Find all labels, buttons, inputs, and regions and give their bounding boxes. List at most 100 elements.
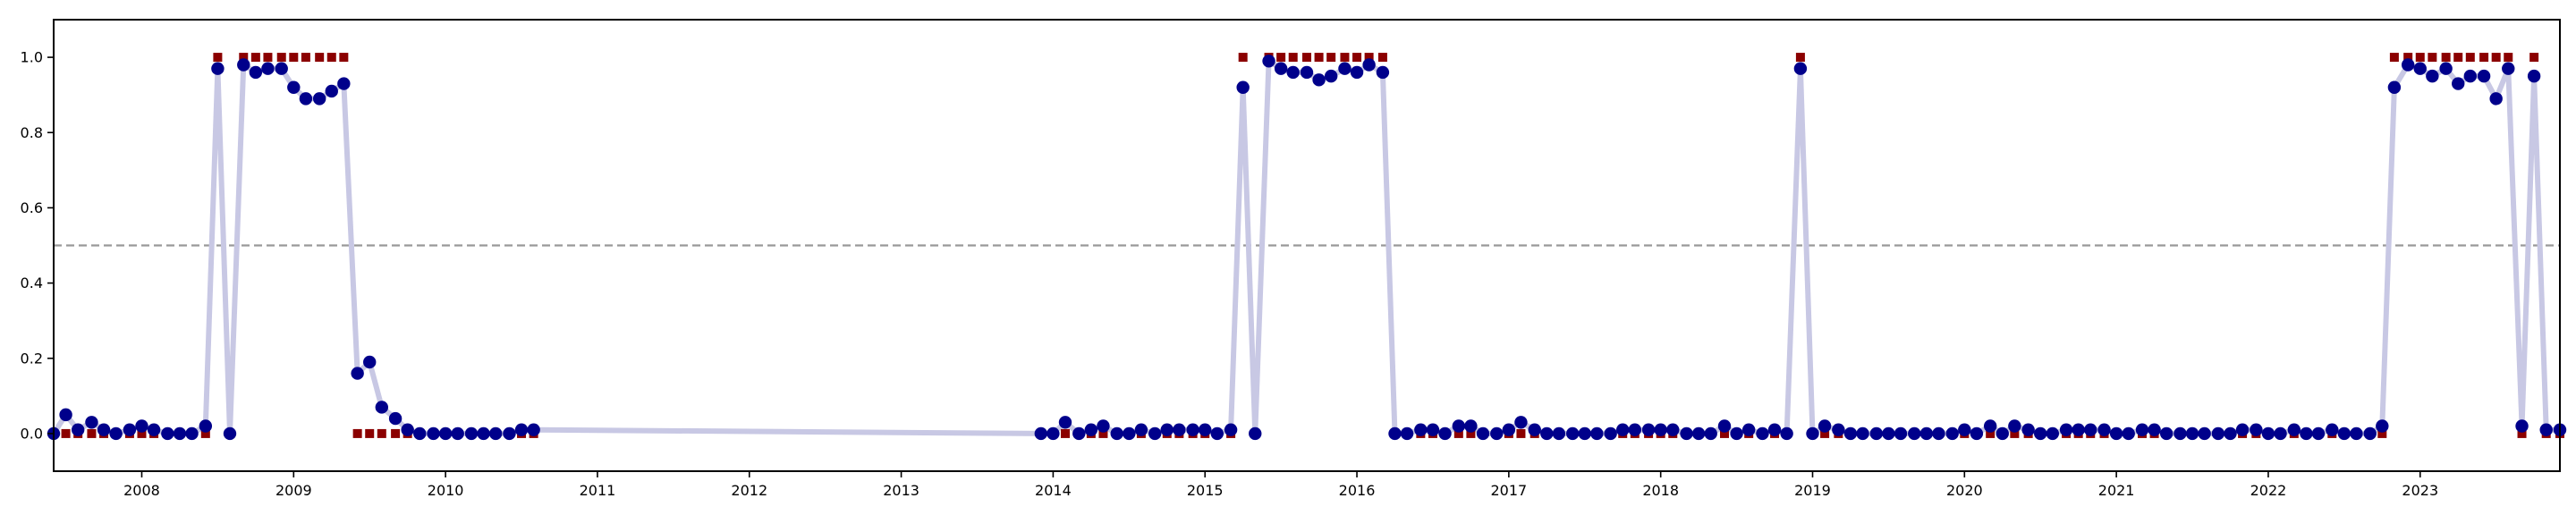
label-marker <box>2517 428 2527 438</box>
data-point <box>2008 419 2021 433</box>
x-tick-label: 2016 <box>1339 482 1376 499</box>
data-point <box>275 62 288 75</box>
label-marker <box>1276 53 1286 63</box>
data-point <box>2084 423 2097 436</box>
data-point <box>1818 419 1832 433</box>
data-point <box>1058 416 1072 429</box>
data-point <box>2515 419 2529 433</box>
data-point <box>2174 426 2187 441</box>
label-marker <box>2491 53 2501 63</box>
data-point <box>249 65 263 80</box>
label-marker <box>339 53 349 63</box>
x-tick-label: 2015 <box>1187 482 1224 499</box>
data-point <box>1426 423 1440 436</box>
data-point <box>2300 426 2313 441</box>
label-marker <box>2428 53 2437 63</box>
data-point <box>2122 426 2135 441</box>
data-point <box>1210 426 1224 441</box>
data-point <box>2072 423 2085 436</box>
data-point <box>1262 55 1275 68</box>
data-point <box>1376 65 1390 80</box>
data-point <box>1199 423 1212 436</box>
data-point <box>1438 426 1452 441</box>
label-marker <box>1795 53 1805 63</box>
label-marker <box>326 53 336 63</box>
data-point <box>2046 426 2060 441</box>
data-point <box>237 58 250 72</box>
data-point <box>147 423 161 436</box>
data-point <box>488 426 503 441</box>
data-point <box>1894 426 1908 441</box>
label-marker <box>2415 53 2425 63</box>
label-marker <box>87 428 97 438</box>
data-point <box>375 401 389 414</box>
data-point <box>1654 423 1667 436</box>
data-point <box>2463 69 2478 83</box>
data-point <box>325 84 338 98</box>
data-point <box>2376 419 2389 433</box>
data-point <box>337 77 351 90</box>
data-point <box>2250 423 2263 436</box>
label-marker <box>1820 428 1830 438</box>
label-marker <box>1364 53 1374 63</box>
x-tick-label: 2014 <box>1035 482 1072 499</box>
data-point <box>2224 426 2237 441</box>
data-point <box>1072 426 1086 441</box>
data-point <box>1869 426 1884 441</box>
x-tick-label: 2020 <box>1946 482 1983 499</box>
data-point <box>2097 423 2111 436</box>
data-point <box>1932 426 1945 441</box>
data-point <box>1514 416 1528 429</box>
label-marker <box>2377 428 2387 438</box>
data-point <box>2021 423 2035 436</box>
x-tick-label: 2019 <box>1794 482 1831 499</box>
data-point <box>2235 423 2250 436</box>
data-point <box>173 426 187 441</box>
x-tick-label: 2018 <box>1642 482 1679 499</box>
data-point <box>1186 423 1199 436</box>
data-point <box>1123 426 1136 441</box>
label-marker <box>1516 428 1526 438</box>
data-point <box>1249 426 1262 441</box>
data-point <box>1502 423 1516 436</box>
label-marker <box>289 53 299 63</box>
data-point <box>388 411 402 426</box>
data-point <box>464 426 479 441</box>
label-marker <box>377 428 386 438</box>
x-tick-label: 2008 <box>123 482 160 499</box>
label-marker <box>2529 53 2539 63</box>
data-point <box>2311 426 2326 441</box>
data-point <box>2413 62 2427 75</box>
y-tick-label: 0.4 <box>21 274 43 291</box>
data-point <box>1148 426 1162 441</box>
label-marker <box>1340 53 1350 63</box>
data-point <box>2159 426 2174 441</box>
data-point <box>1691 426 1706 441</box>
data-point <box>2261 426 2275 441</box>
data-point <box>1338 62 1352 75</box>
y-tick-label: 0.6 <box>21 199 43 216</box>
label-marker <box>1453 428 1463 438</box>
data-point <box>1236 80 1250 94</box>
data-point <box>401 423 414 436</box>
data-point <box>59 408 72 422</box>
label-marker <box>391 428 401 438</box>
data-point <box>514 423 529 436</box>
data-point <box>1628 423 1642 436</box>
y-tick-label: 1.0 <box>21 49 43 66</box>
data-point <box>1680 426 1693 441</box>
data-point <box>1717 419 1732 433</box>
x-tick-label: 2009 <box>275 482 312 499</box>
data-point <box>477 426 490 441</box>
data-point <box>1793 62 1808 75</box>
data-point <box>1224 423 1238 436</box>
data-point <box>1312 73 1326 87</box>
data-point <box>1983 419 1997 433</box>
data-point <box>1464 419 1478 433</box>
data-point <box>1400 426 1414 441</box>
data-point <box>1730 426 1743 441</box>
label-marker <box>1466 428 1476 438</box>
label-marker <box>1238 53 1248 63</box>
data-point <box>351 367 364 380</box>
data-point <box>287 80 301 94</box>
